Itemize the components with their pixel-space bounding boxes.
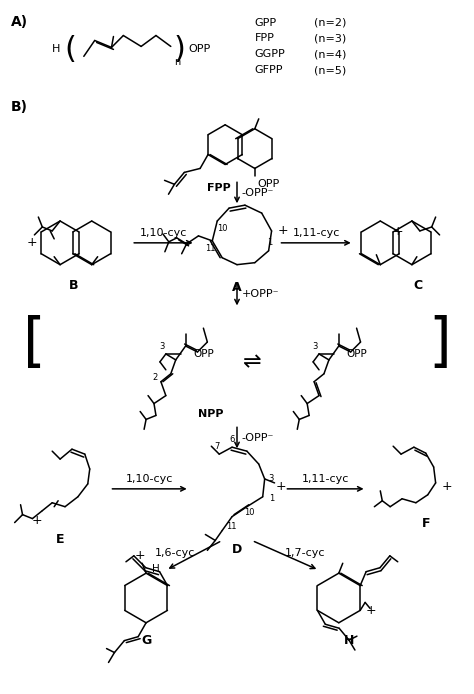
Text: (n=3): (n=3)	[314, 33, 346, 44]
Text: +: +	[366, 604, 377, 617]
Text: 1,10-cyc: 1,10-cyc	[126, 474, 173, 484]
Text: [: [	[23, 315, 46, 372]
Text: A): A)	[11, 15, 28, 28]
Text: 1,11-cyc: 1,11-cyc	[292, 228, 340, 238]
Text: 1,10-cyc: 1,10-cyc	[140, 228, 187, 238]
Text: 1: 1	[269, 494, 274, 503]
Text: +: +	[442, 480, 452, 493]
Text: 1,11-cyc: 1,11-cyc	[302, 474, 349, 484]
Text: H: H	[152, 564, 160, 574]
Text: ]: ]	[428, 315, 451, 372]
Text: +OPP⁻: +OPP⁻	[242, 289, 280, 299]
Text: -OPP⁻: -OPP⁻	[242, 188, 274, 198]
Text: 1,6-cyc: 1,6-cyc	[155, 548, 195, 559]
Text: +: +	[393, 226, 403, 239]
Text: (: (	[64, 35, 76, 64]
Text: 1,7-cyc: 1,7-cyc	[284, 548, 325, 559]
Text: 6: 6	[229, 434, 235, 443]
Text: 10: 10	[217, 224, 228, 233]
Text: GPP: GPP	[255, 17, 277, 28]
Text: (n=4): (n=4)	[314, 49, 346, 60]
Text: GFPP: GFPP	[255, 65, 283, 75]
Text: A: A	[232, 280, 242, 294]
Text: 3: 3	[312, 341, 318, 350]
Text: -OPP⁻: -OPP⁻	[242, 433, 274, 443]
Text: ): )	[174, 35, 186, 64]
Text: +: +	[277, 224, 288, 237]
Text: (n=2): (n=2)	[314, 17, 346, 28]
Text: +: +	[275, 480, 286, 493]
Text: ⇌: ⇌	[243, 352, 261, 372]
Text: E: E	[56, 532, 64, 545]
Text: 3: 3	[159, 341, 164, 350]
Text: 11: 11	[226, 522, 237, 531]
Text: GGPP: GGPP	[255, 49, 285, 60]
Text: C: C	[413, 278, 422, 291]
Text: 10: 10	[244, 508, 254, 517]
Text: FPP: FPP	[207, 183, 231, 194]
Text: 11: 11	[205, 244, 216, 253]
Text: D: D	[232, 543, 242, 557]
Text: OPP: OPP	[258, 179, 280, 189]
Text: OPP: OPP	[193, 349, 214, 359]
Text: 1: 1	[267, 238, 272, 247]
Text: n: n	[174, 58, 181, 67]
Text: H: H	[52, 44, 60, 54]
Text: F: F	[421, 516, 430, 530]
Text: 7: 7	[215, 441, 220, 450]
Text: OPP: OPP	[189, 44, 211, 54]
Text: FPP: FPP	[255, 33, 274, 44]
Text: OPP: OPP	[346, 349, 367, 359]
Text: +: +	[27, 237, 38, 249]
Text: H: H	[344, 634, 354, 647]
Text: (n=5): (n=5)	[314, 65, 346, 75]
Text: 3: 3	[269, 475, 274, 484]
Text: G: G	[141, 634, 151, 647]
Text: B): B)	[11, 100, 27, 114]
Text: +: +	[135, 549, 146, 562]
Text: 2: 2	[153, 373, 158, 382]
Text: B: B	[69, 278, 79, 291]
Text: NPP: NPP	[198, 409, 223, 419]
Text: +: +	[32, 514, 43, 527]
